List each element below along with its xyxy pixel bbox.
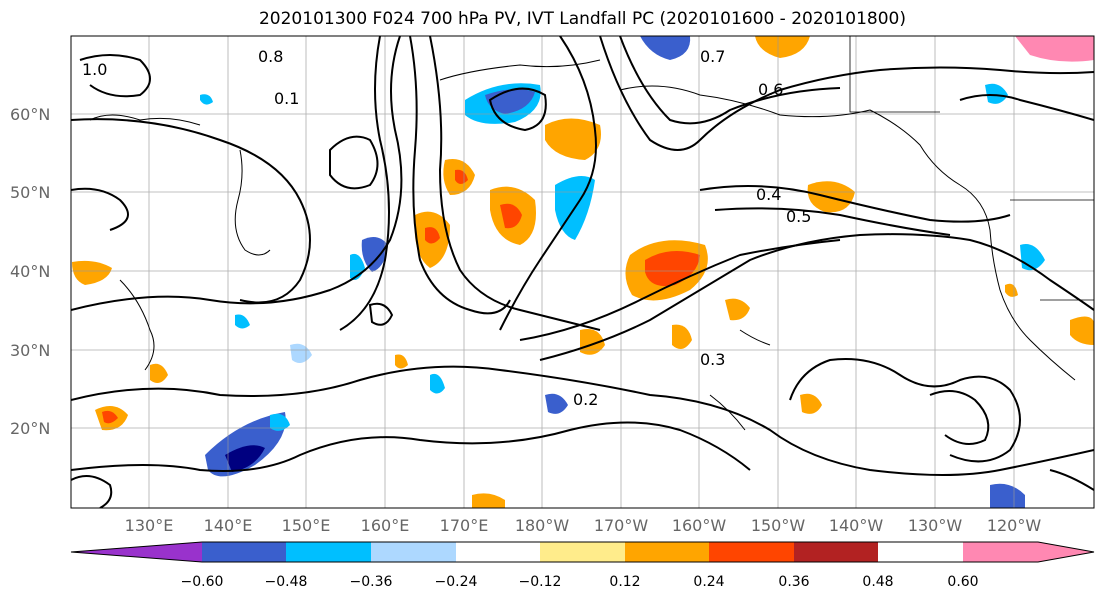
lon-label: 140°W — [829, 516, 884, 535]
colorbar-tick-label: 0.48 — [862, 574, 893, 590]
map-frame — [70, 35, 1095, 509]
contour-label: 0.3 — [700, 350, 725, 369]
colorbar-tick-label: −0.24 — [435, 574, 478, 590]
borders — [849, 36, 1094, 301]
lon-label: 160°W — [672, 516, 727, 535]
colorbar-tick-label: −0.48 — [265, 574, 308, 590]
lon-label: 140°E — [204, 516, 253, 535]
colorbar-tick-label: 0.36 — [778, 574, 809, 590]
lon-label: 130°E — [125, 516, 174, 535]
colorbar-ticks: −0.60 −0.48 −0.36 −0.24 −0.12 0.12 0.24 … — [181, 574, 979, 590]
lon-label: 120°W — [987, 516, 1042, 535]
lat-label: 40°N — [10, 262, 50, 281]
colorbar-segment — [625, 542, 709, 562]
colorbar-segment — [794, 542, 878, 562]
lon-label: 170°W — [594, 516, 649, 535]
colorbar-segment — [540, 542, 625, 562]
colorbar-tick-label: −0.12 — [519, 574, 562, 590]
positive-patch — [72, 36, 1094, 508]
lon-label: 130°W — [908, 516, 963, 535]
contour-label: 1.0 — [82, 60, 107, 79]
contour-label: 0.8 — [258, 47, 283, 66]
shading-layer — [72, 36, 1094, 508]
colorbar — [70, 541, 1095, 563]
lat-label: 20°N — [10, 419, 50, 438]
lon-label: 180°W — [515, 516, 570, 535]
contour-label: 0.5 — [786, 207, 811, 226]
colorbar-segment — [371, 542, 456, 562]
latitude-axis: 60°N 50°N 40°N 30°N 20°N — [10, 105, 50, 438]
map-title: 2020101300 F024 700 hPa PV, IVT Landfall… — [258, 9, 906, 29]
colorbar-tick-label: 0.24 — [693, 574, 724, 590]
map-panel: 1.0 0.8 0.7 0.6 0.5 0.4 0.3 0.2 0.1 — [71, 36, 1094, 508]
colorbar-segment — [286, 542, 371, 562]
lat-label: 50°N — [10, 183, 50, 202]
lon-label: 170°E — [440, 516, 489, 535]
contour-label: 0.7 — [700, 47, 725, 66]
lat-label: 30°N — [10, 341, 50, 360]
colorbar-segment — [202, 542, 286, 562]
colorbar-tick-label: −0.60 — [181, 574, 224, 590]
lon-label: 150°W — [751, 516, 806, 535]
contour-lines — [71, 36, 1094, 508]
colorbar-tick-label: 0.60 — [947, 574, 978, 590]
longitude-axis: 130°E 140°E 150°E 160°E 170°E 180°W 170°… — [125, 516, 1042, 535]
lon-label: 160°E — [361, 516, 410, 535]
lon-label: 150°E — [282, 516, 331, 535]
colorbar-tick-label: 0.12 — [609, 574, 640, 590]
contour-label-group: 1.0 0.8 0.7 0.6 0.5 0.4 0.3 0.2 0.1 — [82, 47, 811, 409]
contour-label: 0.2 — [573, 390, 598, 409]
colorbar-segment — [71, 542, 202, 562]
contour-label: 0.1 — [274, 89, 299, 108]
colorbar-segment — [963, 542, 1094, 562]
lat-label: 60°N — [10, 105, 50, 124]
colorbar-segment — [456, 542, 540, 562]
contour-label: 0.6 — [758, 80, 783, 99]
contour-label: 0.4 — [756, 185, 781, 204]
colorbar-outline — [70, 541, 1095, 563]
colorbar-segment — [709, 542, 794, 562]
colorbar-tick-label: −0.36 — [350, 574, 393, 590]
